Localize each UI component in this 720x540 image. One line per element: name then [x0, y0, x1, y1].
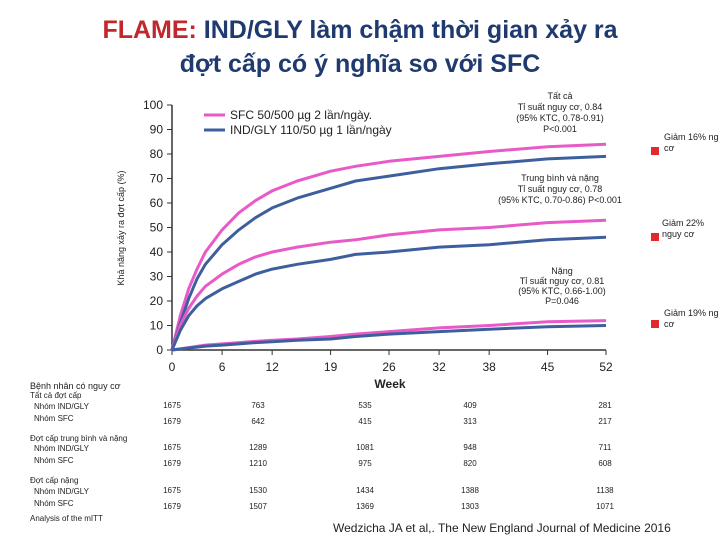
- hr-annotation-line: (95% KTC, 0.70-0.86) P<0.001: [498, 195, 622, 205]
- hr-annotation-line: Trung bình và nặng: [521, 173, 599, 183]
- table-cell: 1679: [163, 459, 181, 468]
- table-header: Bệnh nhân có nguy cơ: [30, 381, 121, 391]
- table-cell: 608: [598, 459, 612, 468]
- table-cell: 1530: [249, 486, 267, 495]
- table-cell: 1507: [249, 502, 267, 511]
- legend-label-sfc: SFC 50/500 µg 2 lần/ngày.: [230, 108, 372, 122]
- x-tick-label: 45: [541, 360, 555, 374]
- hr-annotation-line: Tỉ suất nguy cơ, 0.78: [518, 184, 602, 194]
- table-cell: 1388: [461, 486, 479, 495]
- table-footnote: Analysis of the mITT: [30, 514, 103, 523]
- table-cell: 1675: [163, 443, 181, 452]
- y-tick-label: 70: [150, 172, 164, 186]
- series-line-indgly-2: [171, 324, 607, 352]
- table-cell: 535: [358, 401, 372, 410]
- citation: Wedzicha JA et al,. The New England Jour…: [333, 521, 671, 535]
- table-row-label: Nhóm SFC: [34, 499, 74, 508]
- table-cell: 313: [463, 417, 477, 426]
- y-tick-label: 0: [156, 343, 163, 357]
- table-cell: 1434: [356, 486, 374, 495]
- table-cell: 1210: [249, 459, 267, 468]
- reduction-marker: [651, 147, 659, 155]
- hr-annotation-line: Nặng: [551, 266, 573, 276]
- table-row-label: Nhóm IND/GLY: [34, 487, 90, 496]
- y-tick-label: 100: [143, 98, 163, 112]
- table-cell: 763: [251, 401, 265, 410]
- reduction-marker: [651, 233, 659, 241]
- table-row-label: Nhóm SFC: [34, 414, 74, 423]
- table-cell: 975: [358, 459, 372, 468]
- y-tick-label: 90: [150, 123, 164, 137]
- table-cell: 711: [599, 443, 612, 452]
- table-cell: 1675: [163, 486, 181, 495]
- table-row-label: Nhóm SFC: [34, 456, 74, 465]
- x-axis-label: Week: [374, 377, 405, 391]
- legend-label-indgly: IND/GLY 110/50 µg 1 lần/ngày: [230, 123, 392, 137]
- series-line-sfc-1: [170, 218, 607, 351]
- x-tick-label: 19: [324, 360, 338, 374]
- hr-annotation-line: (95% KTC, 0.78-0.91): [516, 113, 604, 123]
- table-cell: 1071: [596, 502, 614, 511]
- table-group-label: Đợt cấp trung bình và nặng: [30, 434, 127, 443]
- hr-annotation-line: P<0.001: [543, 124, 577, 134]
- y-tick-label: 20: [150, 294, 164, 308]
- y-tick-label: 80: [150, 147, 164, 161]
- reduction-label: Giảm 16% ng: [664, 132, 719, 142]
- table-cell: 820: [463, 459, 477, 468]
- y-tick-label: 30: [150, 270, 164, 284]
- x-tick-label: 6: [219, 360, 226, 374]
- y-tick-label: 40: [150, 245, 164, 259]
- x-tick-label: 52: [599, 360, 613, 374]
- x-tick-label: 12: [265, 360, 279, 374]
- hr-annotation-line: Tỉ suất nguy cơ, 0.81: [520, 276, 604, 286]
- table-cell: 409: [463, 401, 477, 410]
- x-tick-label: 0: [169, 360, 176, 374]
- hr-annotation-line: Tỉ suất nguy cơ, 0.84: [518, 102, 602, 112]
- table-cell: 1679: [163, 502, 181, 511]
- table-cell: 281: [598, 401, 612, 410]
- x-tick-label: 38: [482, 360, 496, 374]
- hr-annotation-line: P=0.046: [545, 296, 579, 306]
- reduction-label: cơ: [664, 319, 675, 329]
- table-group-label: Tất cả đợt cấp: [30, 391, 82, 400]
- series-line-indgly-1: [170, 235, 607, 351]
- y-axis-label: Khả năng xảy ra đợt cấp (%): [116, 171, 126, 286]
- table-cell: 1138: [596, 486, 614, 495]
- reduction-marker: [651, 320, 659, 328]
- y-tick-label: 10: [150, 319, 164, 333]
- reduction-label: nguy cơ: [662, 229, 695, 239]
- table-cell: 1081: [356, 443, 374, 452]
- y-tick-label: 50: [150, 221, 164, 235]
- table-cell: 1675: [163, 401, 181, 410]
- table-cell: 642: [251, 417, 265, 426]
- slide-title-line-2: đợt cấp có ý nghĩa so với SFC: [179, 50, 541, 78]
- table-cell: 948: [463, 443, 477, 452]
- title-text: IND/GLY làm chậm thời gian xảy ra: [196, 16, 618, 44]
- table-cell: 1679: [163, 417, 181, 426]
- table-row-label: Nhóm IND/GLY: [34, 444, 90, 453]
- table-group-label: Đợt cấp nặng: [30, 476, 78, 485]
- reduction-label: Giảm 22%: [662, 218, 704, 228]
- x-tick-label: 32: [432, 360, 446, 374]
- y-tick-label: 60: [150, 196, 164, 210]
- table-cell: 1369: [356, 502, 374, 511]
- table-cell: 1289: [249, 443, 267, 452]
- series-line-sfc-0: [170, 142, 607, 351]
- hr-annotation-line: Tất cả: [547, 91, 572, 101]
- series-line-indgly-0: [170, 154, 607, 351]
- slide-title-line-1: FLAME: IND/GLY làm chậm thời gian xảy ra: [0, 16, 720, 45]
- x-tick-label: 26: [382, 360, 396, 374]
- table-cell: 217: [598, 417, 612, 426]
- reduction-label: Giảm 19% ng: [664, 308, 719, 318]
- hr-annotation-line: (95% KTC, 0.66-1.00): [518, 286, 606, 296]
- title-accent: FLAME:: [102, 16, 197, 44]
- table-row-label: Nhóm IND/GLY: [34, 402, 90, 411]
- reduction-label: cơ: [664, 143, 675, 153]
- table-cell: 1303: [461, 502, 479, 511]
- table-cell: 415: [358, 417, 372, 426]
